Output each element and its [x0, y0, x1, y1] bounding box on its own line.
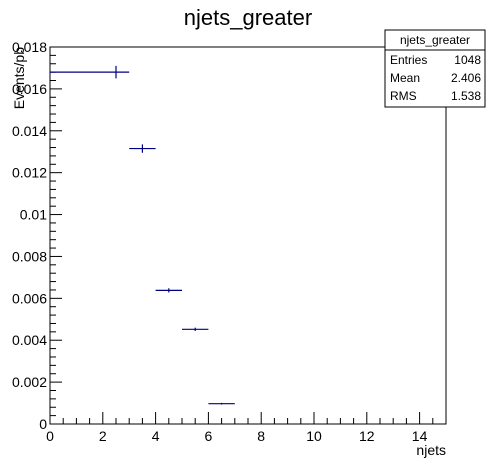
y-tick-label: 0.002 [12, 374, 47, 390]
x-tick-label: 14 [412, 428, 428, 444]
y-axis-label: Events/pb [11, 47, 27, 109]
y-tick-label: 0.01 [20, 207, 47, 223]
data-point [208, 402, 235, 405]
x-tick-label: 6 [205, 428, 213, 444]
stats-box: njets_greater Entries 1048 Mean 2.406 RM… [384, 29, 486, 108]
data-point [50, 65, 130, 79]
x-tick-label: 0 [46, 428, 54, 444]
y-tick-label: 0.012 [12, 165, 47, 181]
stats-mean-label: Mean [390, 71, 420, 85]
stats-box-frame [384, 29, 486, 108]
stats-mean-value: 2.406 [451, 71, 481, 85]
y-tick-label: 0.004 [12, 332, 47, 348]
y-tick-label: 0.016 [12, 81, 47, 97]
data-point [129, 144, 156, 153]
y-tick-label: 0.018 [12, 39, 47, 55]
chart-title: njets_greater [184, 5, 312, 30]
x-tick-label: 10 [306, 428, 322, 444]
y-tick-label: 0.014 [12, 123, 47, 139]
data-series [50, 65, 235, 405]
x-axis: 0 2 4 6 8 10 12 14 [46, 412, 447, 444]
stats-entries-value: 1048 [454, 53, 481, 67]
stats-box-title: njets_greater [400, 33, 470, 47]
x-tick-label: 8 [257, 428, 265, 444]
y-tick-label: 0.006 [12, 290, 47, 306]
data-point [155, 288, 182, 293]
x-tick-label: 4 [152, 428, 160, 444]
y-tick-label: 0.008 [12, 248, 47, 264]
stats-entries-label: Entries [390, 53, 427, 67]
x-tick-label: 12 [359, 428, 375, 444]
x-tick-label: 2 [99, 428, 107, 444]
stats-rms-label: RMS [390, 89, 417, 103]
stats-rms-value: 1.538 [451, 89, 481, 103]
data-point [182, 327, 209, 332]
y-axis: 0 0.002 0.004 0.006 0.008 0.01 0.012 0.014 0.016… [12, 39, 62, 432]
y-tick-label: 0 [39, 416, 47, 432]
x-axis-label: njets [416, 442, 446, 458]
